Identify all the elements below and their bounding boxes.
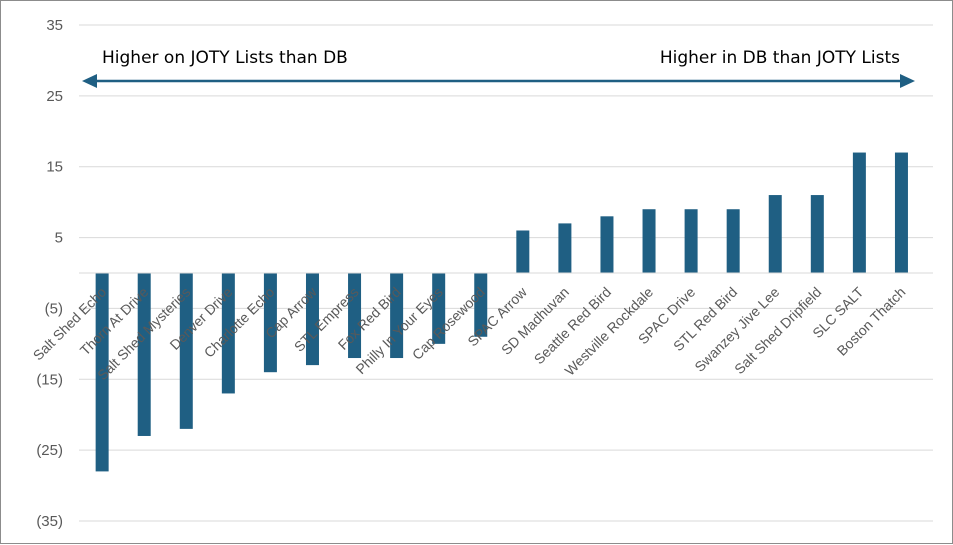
bar: [558, 223, 572, 273]
bar: [516, 230, 530, 273]
arrow-right-icon: [900, 74, 915, 88]
bar: [600, 216, 614, 273]
bar: [390, 273, 404, 359]
y-tick-label: (5): [45, 300, 63, 317]
bar: [768, 195, 782, 273]
annotation-right: Higher in DB than JOTY Lists: [660, 48, 900, 68]
bar: [179, 273, 193, 429]
bar: [726, 209, 740, 273]
y-tick-label: (15): [36, 371, 63, 388]
y-tick-label: 15: [46, 159, 63, 176]
bar: [810, 195, 824, 273]
bar: [348, 273, 362, 359]
bar: [95, 273, 109, 472]
bar: [221, 273, 235, 394]
bar: [894, 152, 908, 273]
bar: [474, 273, 488, 337]
bar: [432, 273, 446, 344]
y-tick-label: 5: [55, 230, 63, 247]
arrow-left-icon: [82, 74, 97, 88]
y-tick-label: (25): [36, 442, 63, 459]
bar: [263, 273, 277, 373]
y-tick-label: 25: [46, 88, 63, 105]
gridlines: [79, 24, 933, 522]
bar: [305, 273, 319, 366]
bar: [642, 209, 656, 273]
y-tick-label: 35: [46, 17, 63, 34]
y-axis-tick-labels: 35 25 15 5 (5) (15) (25) (35): [36, 17, 63, 530]
annotation-left: Higher on JOTY Lists than DB: [102, 48, 348, 68]
bar: [137, 273, 151, 436]
bars: [95, 152, 908, 472]
direction-annotation: Higher on JOTY Lists than DB Higher in D…: [82, 48, 915, 88]
y-tick-label: (35): [36, 513, 63, 530]
bar: [684, 209, 698, 273]
bar: [852, 152, 866, 273]
category-label: Seattle Red Bird: [531, 284, 614, 367]
